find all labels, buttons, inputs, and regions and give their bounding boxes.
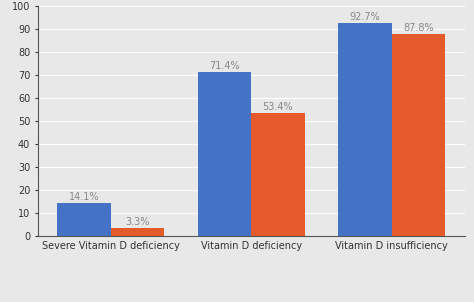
Text: 53.4%: 53.4% xyxy=(263,102,293,112)
Text: 3.3%: 3.3% xyxy=(125,217,150,227)
Text: 92.7%: 92.7% xyxy=(350,12,381,22)
Text: 87.8%: 87.8% xyxy=(403,23,434,33)
Text: 71.4%: 71.4% xyxy=(209,60,240,71)
Bar xyxy=(392,34,445,236)
Bar xyxy=(198,72,251,236)
Bar xyxy=(251,113,305,236)
Bar xyxy=(57,203,111,236)
Text: 14.1%: 14.1% xyxy=(69,192,99,202)
Bar xyxy=(338,23,392,236)
Bar xyxy=(111,228,164,236)
